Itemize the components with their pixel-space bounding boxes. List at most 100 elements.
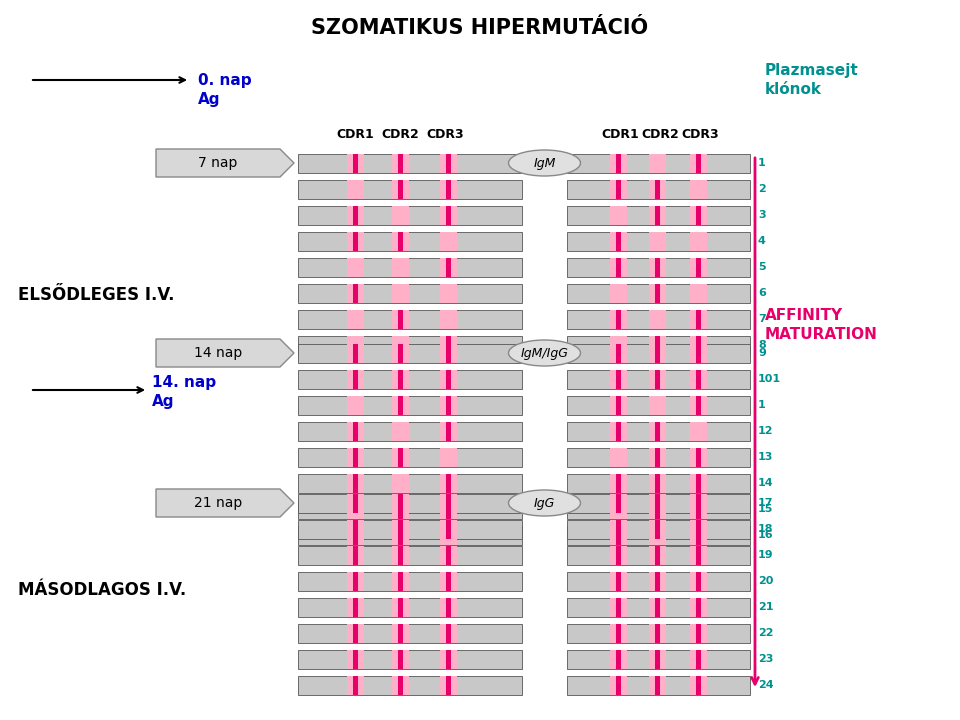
Bar — [615, 179, 620, 199]
Bar — [397, 369, 402, 389]
Bar — [347, 493, 364, 513]
Bar — [689, 395, 707, 415]
Bar — [347, 675, 364, 695]
Bar — [689, 310, 707, 328]
Bar — [649, 572, 665, 590]
Bar — [440, 474, 457, 492]
Text: 21: 21 — [758, 602, 774, 612]
Bar — [610, 520, 627, 539]
Bar — [352, 205, 357, 225]
Bar — [695, 546, 701, 564]
Bar — [298, 258, 522, 276]
Bar — [347, 232, 364, 251]
Bar — [298, 675, 522, 695]
Text: CDR1: CDR1 — [336, 128, 373, 142]
Bar — [440, 336, 457, 354]
Bar — [689, 153, 707, 173]
Bar — [610, 649, 627, 668]
Text: 5: 5 — [758, 262, 766, 272]
Bar — [655, 336, 660, 354]
Bar — [610, 526, 627, 544]
Bar — [445, 258, 450, 276]
Bar — [695, 649, 701, 668]
Bar — [655, 500, 660, 518]
Bar — [689, 258, 707, 276]
Bar — [649, 205, 665, 225]
Bar — [440, 369, 457, 389]
Bar — [610, 336, 627, 354]
Bar — [655, 649, 660, 668]
Bar — [440, 493, 457, 513]
Bar — [567, 395, 750, 415]
Bar — [397, 624, 402, 642]
Text: 21 nap: 21 nap — [194, 496, 242, 510]
Polygon shape — [156, 489, 294, 517]
Bar — [695, 395, 701, 415]
Bar — [567, 369, 750, 389]
Bar — [567, 493, 750, 513]
Bar — [397, 395, 402, 415]
Bar — [397, 232, 402, 251]
Bar — [352, 232, 357, 251]
Bar — [347, 395, 364, 415]
Bar — [695, 474, 701, 492]
Bar — [649, 284, 665, 302]
Bar — [445, 675, 450, 695]
Bar — [392, 369, 409, 389]
Text: IgM: IgM — [534, 156, 556, 169]
Bar — [392, 598, 409, 616]
Bar — [649, 526, 665, 544]
Bar — [695, 526, 701, 544]
Bar — [695, 624, 701, 642]
Bar — [392, 336, 409, 354]
Bar — [440, 520, 457, 539]
Bar — [298, 284, 522, 302]
Bar — [397, 153, 402, 173]
Bar — [352, 284, 357, 302]
Bar — [445, 572, 450, 590]
Text: 23: 23 — [758, 654, 774, 664]
Text: MÁSODLAGOS I.V.: MÁSODLAGOS I.V. — [18, 581, 186, 599]
Bar — [615, 474, 620, 492]
Bar — [689, 598, 707, 616]
Bar — [440, 205, 457, 225]
Bar — [392, 500, 409, 518]
Text: CDR2: CDR2 — [381, 128, 419, 142]
Bar — [655, 205, 660, 225]
Bar — [397, 493, 402, 513]
Bar — [567, 448, 750, 467]
Bar — [347, 153, 364, 173]
Bar — [689, 649, 707, 668]
Bar — [440, 395, 457, 415]
Bar — [610, 179, 627, 199]
Bar — [649, 153, 665, 173]
Bar — [655, 572, 660, 590]
Bar — [392, 310, 409, 328]
Bar — [397, 598, 402, 616]
Bar — [689, 421, 707, 441]
Text: 20: 20 — [758, 576, 774, 586]
Bar — [689, 546, 707, 564]
Bar — [610, 153, 627, 173]
Bar — [689, 474, 707, 492]
Bar — [352, 572, 357, 590]
Bar — [615, 493, 620, 513]
Text: 9: 9 — [758, 348, 766, 358]
Text: 4: 4 — [758, 236, 766, 246]
Bar — [298, 343, 522, 362]
Bar — [440, 421, 457, 441]
Bar — [615, 526, 620, 544]
Bar — [567, 598, 750, 616]
Bar — [298, 179, 522, 199]
Bar — [655, 179, 660, 199]
Bar — [392, 179, 409, 199]
Ellipse shape — [509, 150, 581, 176]
Bar — [689, 448, 707, 467]
Bar — [352, 598, 357, 616]
Text: CDR3: CDR3 — [682, 128, 719, 142]
Bar — [298, 474, 522, 492]
Bar — [347, 284, 364, 302]
Bar — [347, 520, 364, 539]
Bar — [695, 500, 701, 518]
Bar — [352, 474, 357, 492]
